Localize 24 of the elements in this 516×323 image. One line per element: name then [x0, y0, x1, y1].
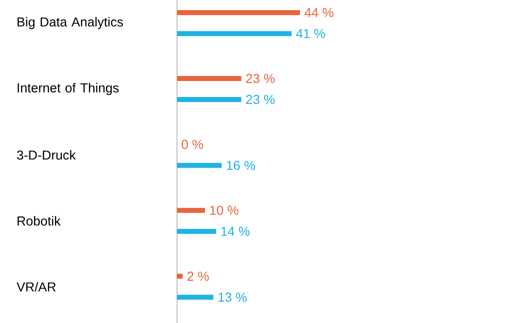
bar [177, 96, 242, 102]
data-label: 2 % [187, 272, 209, 281]
data-label: 23 % [246, 94, 275, 104]
y-tick-label: Big Data Analytics [18, 17, 123, 30]
bar [177, 208, 205, 213]
y-tick-label: 3-D-Druck [17, 150, 76, 160]
data-label: 16 % [226, 160, 256, 170]
bar [177, 162, 222, 168]
data-label: 10 % [210, 206, 238, 215]
y-tick-label: Robotik [18, 216, 61, 226]
bar [177, 76, 242, 81]
bar [177, 31, 292, 36]
y-tick-label: Internet of Things [18, 82, 119, 96]
bar [177, 274, 183, 279]
bar [177, 10, 300, 16]
data-label: 0 % [182, 140, 204, 150]
data-label: 44 % [304, 8, 334, 18]
data-label: 23 % [246, 74, 275, 84]
data-label: 41 % [296, 29, 325, 38]
data-label: 13 % [218, 292, 247, 302]
y-tick-label: VR/AR [16, 282, 56, 292]
data-label: 14 % [221, 226, 250, 236]
bar [177, 294, 214, 300]
bar [177, 228, 216, 234]
